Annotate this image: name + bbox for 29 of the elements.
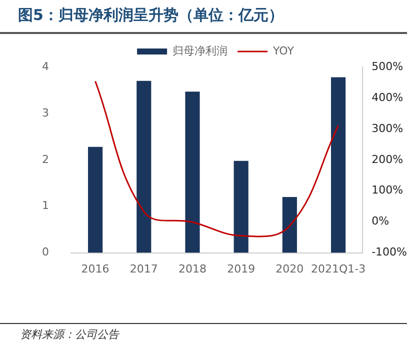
x-tick-label: 2020 bbox=[276, 262, 304, 276]
legend-label: YOY bbox=[272, 44, 294, 58]
y2-tick-label: 0% bbox=[372, 214, 390, 228]
y-tick-label: 3 bbox=[42, 106, 49, 120]
y-tick-label: 4 bbox=[42, 60, 49, 73]
y2-tick-label: 100% bbox=[372, 184, 404, 197]
x-tick-label: 2016 bbox=[81, 262, 110, 276]
y2-tick-label: 200% bbox=[372, 152, 404, 166]
bar bbox=[282, 197, 297, 253]
x-tick-label: 2019 bbox=[227, 262, 256, 276]
bar bbox=[136, 80, 152, 253]
y2-tick-label: 400% bbox=[372, 90, 404, 104]
x-tick-label: 2021Q1-3 bbox=[310, 262, 366, 276]
y2-tick-label: -100% bbox=[372, 246, 408, 259]
bar bbox=[185, 92, 200, 253]
bar bbox=[234, 160, 248, 253]
y-tick-label: 2 bbox=[42, 152, 49, 166]
bar bbox=[88, 146, 103, 253]
x-tick-label: 2017 bbox=[130, 262, 158, 276]
bar bbox=[330, 77, 346, 253]
y-tick-label: 0 bbox=[42, 246, 49, 259]
y-tick-label: 1 bbox=[42, 199, 49, 212]
text: 资料来源：公司公告 bbox=[20, 327, 119, 342]
line-series bbox=[94, 80, 340, 238]
y2-tick-label: 300% bbox=[372, 122, 404, 135]
chart-title: 图5：归母净利润呈升势（单位：亿元） bbox=[18, 6, 284, 25]
legend-label: 归母净利润 bbox=[172, 44, 228, 58]
x-tick-label: 2018 bbox=[178, 262, 206, 276]
y2-tick-label: 500% bbox=[372, 60, 404, 73]
